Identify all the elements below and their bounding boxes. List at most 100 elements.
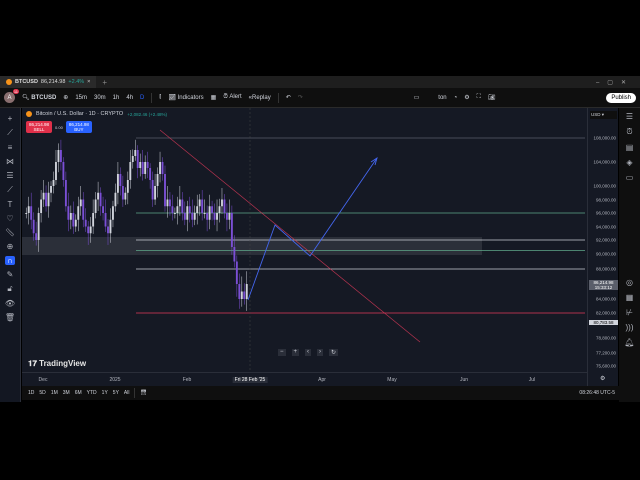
chart-icon[interactable]: ⊬: [626, 308, 633, 317]
lock-icon[interactable]: 🔓︎: [7, 284, 13, 293]
trendline-icon[interactable]: ⟋: [7, 128, 13, 137]
candle: [226, 213, 228, 220]
chat-icon[interactable]: ▭: [625, 173, 634, 182]
interval-15m[interactable]: 15m: [75, 94, 87, 101]
interval-d[interactable]: D: [140, 94, 145, 101]
alarm-icon[interactable]: ⏰︎: [626, 127, 633, 136]
window-controls[interactable]: –▢✕: [595, 79, 634, 86]
scroll-left-button[interactable]: ‹: [305, 349, 312, 356]
price-label: 108,000.00: [593, 135, 616, 141]
text-icon[interactable]: T: [7, 200, 13, 209]
candle: [134, 150, 137, 156]
range-all[interactable]: All: [123, 390, 130, 396]
candle: [161, 162, 164, 174]
candle: [47, 192, 50, 207]
chart-pane[interactable]: Bitcoin / U.S. Dollar · 1D · CRYPTO +2,0…: [22, 108, 587, 372]
watchlist-icon[interactable]: ☰: [625, 112, 634, 121]
candle: [121, 186, 124, 200]
compare-icon[interactable]: ⊕: [63, 95, 69, 101]
calendar-icon[interactable]: 📅︎: [140, 390, 147, 396]
symbol-search[interactable]: 🔍︎ BTCUSD: [22, 95, 57, 101]
crosshair-icon[interactable]: +: [7, 114, 13, 123]
publish-button[interactable]: Publish: [606, 92, 636, 103]
settings-icon[interactable]: ⚙: [464, 95, 470, 101]
candle: [173, 213, 176, 214]
range-6m[interactable]: 6M: [74, 390, 82, 396]
clock[interactable]: 08:26:48 UTC-5: [579, 390, 615, 396]
candle: [102, 206, 104, 213]
range-ytd[interactable]: YTD: [86, 390, 97, 396]
bell-icon[interactable]: 🔔︎: [624, 338, 635, 347]
candle: [104, 213, 107, 227]
tab-btcusd[interactable]: BTCUSD 86,214.98 +2.4% ×: [0, 76, 97, 88]
layout-icon[interactable]: ▭: [413, 95, 420, 101]
range-1y[interactable]: 1Y: [101, 390, 108, 396]
range-5d[interactable]: 5D: [39, 390, 46, 396]
sell-button[interactable]: 86,214.98 SELL: [26, 121, 53, 133]
interval-1h[interactable]: 1h: [112, 94, 120, 101]
candle: [213, 213, 216, 220]
close-icon[interactable]: ×: [87, 79, 91, 85]
ruler-icon[interactable]: 📏︎: [4, 228, 16, 237]
currency-select[interactable]: USD ▾: [590, 111, 617, 119]
avatar[interactable]: A 11: [4, 89, 19, 103]
fib-icon[interactable]: ≡: [7, 143, 13, 152]
candle: [45, 192, 47, 207]
candle: [146, 162, 149, 168]
redo-icon[interactable]: ↷: [297, 95, 303, 101]
replay-button[interactable]: «Replay: [248, 94, 271, 101]
alert-button[interactable]: ⏰︎ Alert: [223, 94, 242, 100]
pattern-icon[interactable]: ⋈: [6, 157, 14, 166]
zoom-out-button[interactable]: −: [278, 349, 286, 356]
candle: [94, 199, 97, 213]
hotlist-icon[interactable]: ▤: [625, 143, 634, 152]
calendar-icon[interactable]: ▦: [625, 293, 634, 302]
projection-arrowhead: [370, 156, 378, 166]
candle: [245, 284, 248, 299]
price-axis[interactable]: USD ▾ 108,000.00 104,000.00 100,000.00 98,0…: [587, 108, 618, 386]
buy-button[interactable]: 86,214.98 BUY: [65, 121, 92, 133]
price-label: 98,000.00: [595, 197, 616, 203]
top-toolbar: A 11 🔍︎ BTCUSD ⊕ 15m 30m 1h 4h D ⫾ 📈︎ Ind…: [0, 88, 640, 108]
zoom-in-icon[interactable]: ⊕: [6, 242, 14, 251]
projection-icon[interactable]: ☰: [6, 171, 14, 180]
range-1m[interactable]: 1M: [50, 390, 58, 396]
stream-icon[interactable]: ))): [625, 323, 634, 332]
candle: [208, 206, 211, 220]
candle: [50, 186, 52, 193]
bitcoin-icon: [26, 111, 32, 117]
zoom-in-button[interactable]: +: [291, 349, 300, 356]
layers-icon[interactable]: ◈: [626, 158, 633, 167]
chart-canvas[interactable]: [22, 108, 587, 372]
indicators-button[interactable]: 📈︎ Indicators: [168, 95, 204, 101]
price-label: 78,800.00: [595, 335, 616, 341]
axis-settings-icon[interactable]: ⚙: [600, 376, 606, 382]
target-icon[interactable]: ◎: [626, 278, 633, 287]
range-1d[interactable]: 1D: [28, 390, 35, 396]
quick-search-icon[interactable]: ◔: [453, 94, 458, 101]
price-label: 75,600.00: [595, 363, 616, 369]
range-3m[interactable]: 3M: [62, 390, 70, 396]
time-axis[interactable]: Dec 2025 Feb Fri 28 Feb '25 Apr May Jun …: [22, 372, 587, 386]
layouts-icon[interactable]: ▦: [210, 95, 217, 101]
range-5y[interactable]: 5Y: [112, 390, 119, 396]
lock-drawing-icon[interactable]: ✎: [6, 270, 14, 279]
chart-type-icon[interactable]: ⫾: [159, 94, 162, 100]
undo-icon[interactable]: ↶: [285, 95, 291, 101]
snapshot-icon[interactable]: 📷︎: [487, 95, 496, 101]
layout-name[interactable]: ton: [438, 94, 447, 101]
eye-icon[interactable]: 👁︎: [4, 299, 16, 308]
trash-icon[interactable]: 🗑︎: [4, 313, 16, 322]
time-label: May: [387, 377, 397, 383]
magnet-icon[interactable]: ∩: [5, 256, 15, 265]
interval-30m[interactable]: 30m: [94, 94, 106, 101]
new-tab-icon[interactable]: +: [102, 77, 108, 87]
candle: [176, 206, 179, 213]
scroll-right-button[interactable]: ›: [317, 349, 324, 356]
reset-button[interactable]: ↻: [329, 349, 339, 356]
interval-4h[interactable]: 4h: [126, 94, 134, 101]
fullscreen-icon[interactable]: ⛶: [476, 94, 481, 100]
heart-icon[interactable]: ♡: [6, 214, 14, 223]
brush-icon[interactable]: ⟋: [7, 185, 13, 194]
candle: [64, 180, 67, 207]
